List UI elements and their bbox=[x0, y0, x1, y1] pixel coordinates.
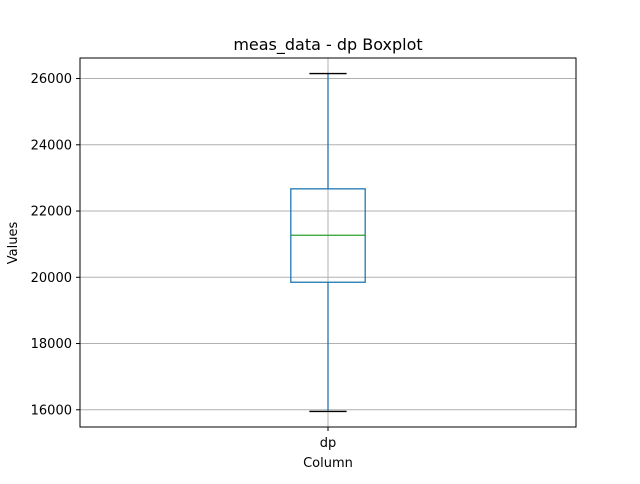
x-axis-label: Column bbox=[303, 456, 353, 471]
y-tick-label: 26000 bbox=[31, 72, 72, 87]
plot-layer bbox=[290, 72, 366, 413]
y-axis-label: Values bbox=[6, 222, 21, 265]
chart-title: meas_data - dp Boxplot bbox=[233, 35, 422, 55]
y-tick-label: 20000 bbox=[31, 271, 72, 286]
y-tick-label: 16000 bbox=[31, 403, 72, 418]
y-tick-label: 18000 bbox=[31, 337, 72, 352]
y-tick-label: 24000 bbox=[31, 138, 72, 153]
x-tick-label: dp bbox=[320, 436, 337, 451]
y-tick-label: 22000 bbox=[31, 205, 72, 220]
tick-layer: 16000 18000 20000 22000 24000 26000 dp bbox=[31, 72, 337, 451]
